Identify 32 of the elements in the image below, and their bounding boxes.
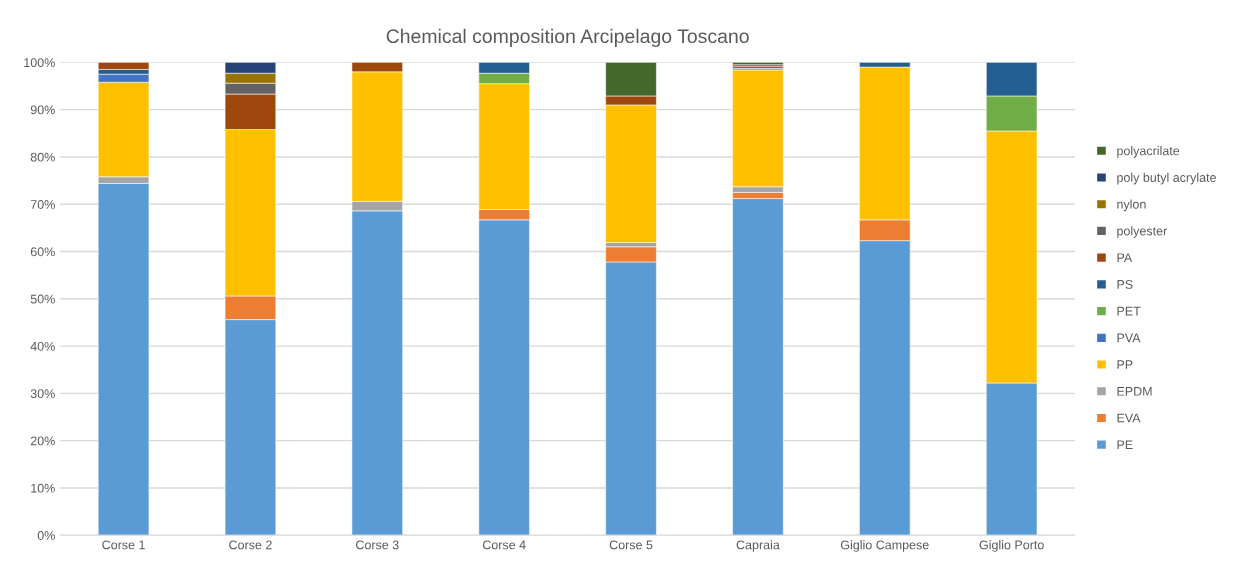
legend-label: poly butyl acrylate bbox=[1117, 172, 1216, 185]
legend-label: PS bbox=[1117, 279, 1133, 289]
y-tick-label: 30% bbox=[30, 389, 55, 399]
legend-label: polyester bbox=[1117, 226, 1167, 238]
x-tick-label: Giglio Porto bbox=[979, 540, 1044, 552]
legend-label: polyacrilate bbox=[1117, 146, 1180, 158]
y-tick-label: 20% bbox=[30, 436, 55, 446]
legend-label: EPDM bbox=[1117, 386, 1152, 396]
y-tick-label: 80% bbox=[30, 152, 55, 162]
legend-label: PP bbox=[1117, 360, 1133, 369]
chart-title: Chemical composition Arcipelago Toscano bbox=[386, 28, 749, 47]
legend-label: PET bbox=[1117, 306, 1141, 316]
legend-label: PVA bbox=[1117, 333, 1141, 343]
legend-label: PA bbox=[1117, 253, 1133, 262]
y-tick-label: 90% bbox=[30, 105, 55, 115]
y-tick-label: 0% bbox=[37, 531, 55, 540]
x-tick-label: Giglio Campese bbox=[840, 540, 929, 552]
y-tick-label: 100% bbox=[24, 58, 55, 68]
legend-label: PE bbox=[1117, 440, 1133, 450]
x-tick-label: Corse 4 bbox=[482, 540, 526, 550]
y-tick-label: 50% bbox=[30, 294, 55, 304]
y-tick-label: 10% bbox=[31, 483, 55, 493]
x-tick-label: Corse 1 bbox=[102, 540, 145, 550]
x-tick-label: Corse 2 bbox=[229, 540, 272, 550]
x-tick-label: Capraia bbox=[736, 540, 780, 552]
y-tick-label: 70% bbox=[30, 200, 55, 209]
y-tick-label: 40% bbox=[30, 341, 55, 351]
legend-label: nylon bbox=[1117, 199, 1146, 212]
x-tick-label: Corse 3 bbox=[356, 540, 399, 550]
y-tick-label: 60% bbox=[30, 247, 55, 257]
x-tick-label: Corse 5 bbox=[609, 540, 653, 550]
legend-label: EVA bbox=[1117, 413, 1141, 423]
